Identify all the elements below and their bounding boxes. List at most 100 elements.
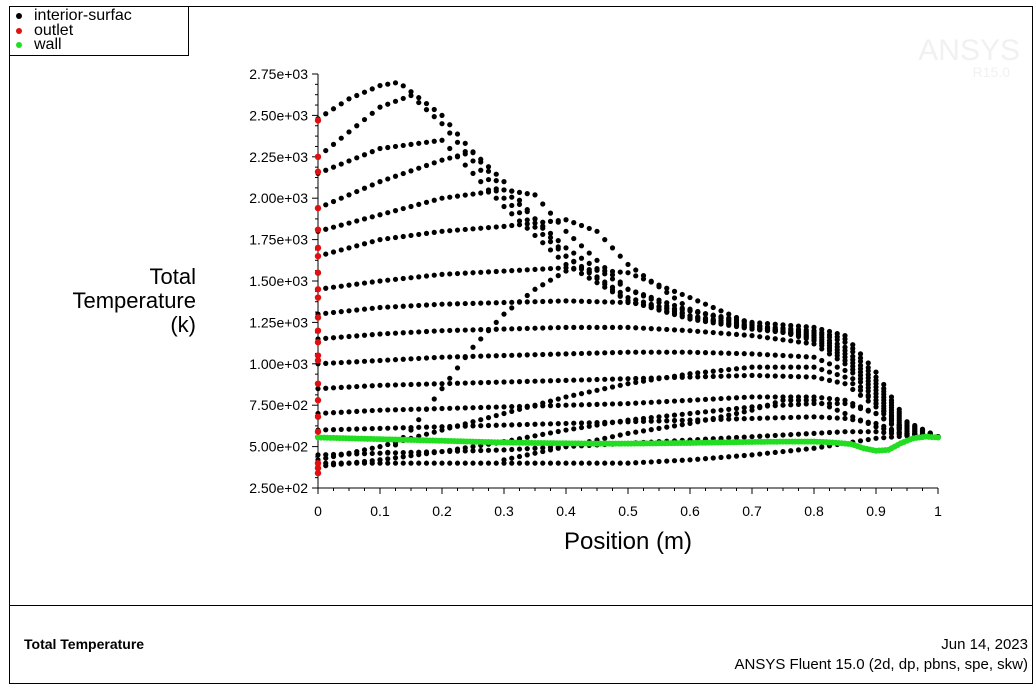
- point-interiorsurfac: [509, 446, 515, 453]
- point-interiorsurfac: [323, 463, 329, 469]
- point-interiorsurfac: [369, 239, 375, 245]
- point-interiorsurfac: [392, 330, 399, 336]
- point-interiorsurfac: [819, 395, 825, 401]
- point-interiorsurfac: [865, 368, 871, 374]
- point-interiorsurfac: [664, 285, 670, 291]
- point-interiorsurfac: [509, 404, 515, 410]
- point-interiorsurfac: [873, 429, 879, 435]
- point-interiorsurfac: [811, 341, 817, 347]
- point-interiorsurfac: [547, 447, 554, 453]
- point-interiorsurfac: [369, 407, 375, 414]
- point-interiorsurfac: [633, 460, 639, 466]
- point-interiorsurfac: [617, 269, 623, 275]
- point-interiorsurfac: [392, 425, 399, 431]
- footer-divider: [9, 605, 1033, 606]
- point-interiorsurfac: [485, 168, 492, 174]
- point-interiorsurfac: [640, 325, 647, 331]
- point-interiorsurfac: [578, 255, 585, 261]
- point-interiorsurfac: [392, 450, 399, 456]
- point-interiorsurfac: [586, 225, 592, 232]
- point-interiorsurfac: [524, 299, 530, 305]
- point-interiorsurfac: [493, 326, 499, 332]
- point-interiorsurfac: [532, 325, 538, 331]
- point-interiorsurfac: [346, 450, 352, 456]
- point-interiorsurfac: [369, 110, 375, 116]
- point-interiorsurfac: [439, 195, 445, 201]
- point-interiorsurfac: [850, 342, 856, 348]
- point-interiorsurfac: [392, 357, 399, 363]
- point-interiorsurfac: [416, 424, 422, 430]
- point-interiorsurfac: [764, 415, 771, 421]
- point-interiorsurfac: [687, 397, 693, 403]
- point-interiorsurfac: [493, 353, 499, 359]
- point-interiorsurfac: [586, 324, 592, 330]
- point-interiorsurfac: [377, 82, 383, 89]
- point-interiorsurfac: [826, 404, 833, 410]
- point-interiorsurfac: [656, 414, 662, 420]
- point-interiorsurfac: [361, 447, 368, 453]
- point-interiorsurfac: [516, 197, 523, 203]
- point-interiorsurfac: [826, 377, 833, 383]
- point-interiorsurfac: [710, 396, 716, 402]
- point-interiorsurfac: [811, 445, 817, 451]
- point-interiorsurfac: [671, 327, 678, 333]
- point-interiorsurfac: [431, 197, 437, 203]
- point-interiorsurfac: [400, 460, 406, 466]
- point-interiorsurfac: [439, 381, 445, 387]
- point-interiorsurfac: [385, 449, 391, 455]
- point-interiorsurfac: [602, 460, 608, 466]
- point-interiorsurfac: [687, 294, 693, 301]
- point-interiorsurfac: [408, 356, 414, 362]
- point-interiorsurfac: [439, 460, 445, 466]
- point-interiorsurfac: [718, 454, 724, 460]
- point-interiorsurfac: [516, 267, 523, 273]
- chart-marks: [314, 80, 941, 477]
- point-interiorsurfac: [400, 95, 406, 102]
- point-interiorsurfac: [400, 382, 406, 388]
- point-interiorsurfac: [671, 295, 678, 301]
- point-interiorsurfac: [454, 423, 461, 429]
- point-interiorsurfac: [524, 267, 530, 273]
- point-interiorsurfac: [377, 278, 383, 284]
- point-interiorsurfac: [764, 433, 771, 439]
- point-interiorsurfac: [850, 376, 856, 382]
- point-interiorsurfac: [478, 225, 484, 231]
- point-interiorsurfac: [501, 299, 507, 306]
- point-interiorsurfac: [509, 352, 515, 358]
- point-interiorsurfac: [741, 409, 747, 415]
- point-interiorsurfac: [687, 410, 693, 417]
- point-interiorsurfac: [493, 319, 499, 325]
- point-interiorsurfac: [330, 309, 337, 316]
- point-interiorsurfac: [338, 222, 344, 228]
- point-interiorsurfac: [633, 375, 639, 382]
- point-interiorsurfac: [842, 339, 848, 345]
- point-interiorsurfac: [617, 382, 623, 388]
- point-interiorsurfac: [501, 179, 507, 185]
- point-interiorsurfac: [625, 417, 631, 423]
- point-interiorsurfac: [586, 389, 592, 395]
- point-interiorsurfac: [408, 460, 414, 466]
- point-interiorsurfac: [648, 459, 654, 465]
- point-interiorsurfac: [819, 430, 825, 436]
- point-interiorsurfac: [609, 384, 616, 390]
- point-interiorsurfac: [788, 431, 794, 438]
- point-interiorsurfac: [431, 450, 437, 456]
- point-interiorsurfac: [485, 269, 492, 275]
- point-interiorsurfac: [834, 356, 840, 362]
- point-interiorsurfac: [408, 453, 414, 459]
- point-interiorsurfac: [563, 420, 569, 427]
- point-interiorsurfac: [524, 452, 530, 458]
- point-interiorsurfac: [609, 350, 616, 356]
- point-interiorsurfac: [633, 273, 639, 279]
- point-interiorsurfac: [423, 406, 430, 412]
- point-interiorsurfac: [594, 228, 600, 234]
- point-interiorsurfac: [702, 369, 709, 375]
- point-interiorsurfac: [795, 339, 802, 345]
- point-interiorsurfac: [656, 418, 662, 424]
- point-interiorsurfac: [850, 403, 856, 409]
- point-interiorsurfac: [346, 96, 352, 102]
- point-interiorsurfac: [625, 324, 631, 330]
- point-interiorsurfac: [826, 429, 833, 436]
- point-interiorsurfac: [563, 228, 569, 234]
- point-interiorsurfac: [524, 446, 530, 452]
